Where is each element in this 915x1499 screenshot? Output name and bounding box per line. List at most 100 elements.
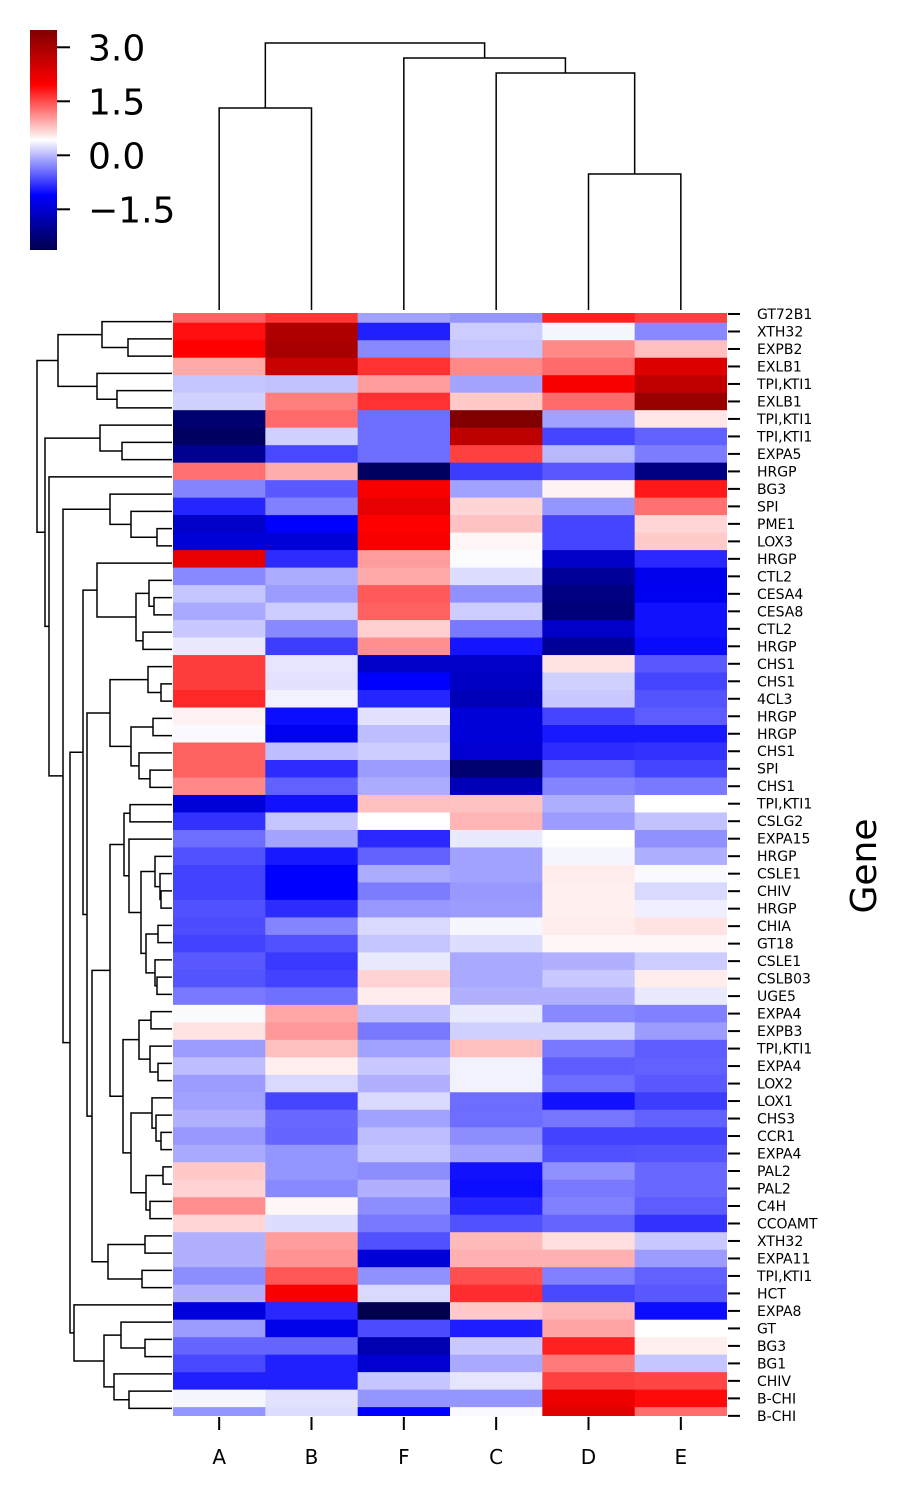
row-label: CHS1 <box>757 674 795 690</box>
heatmap-cell <box>265 725 359 744</box>
heatmap-cell <box>173 864 266 884</box>
heatmap-cell <box>265 340 359 359</box>
heatmap-cell <box>357 1214 451 1233</box>
heatmap-cell <box>357 340 451 359</box>
row-label: SPI <box>757 762 778 778</box>
heatmap-cell <box>265 445 359 464</box>
heatmap-cell <box>357 777 451 796</box>
heatmap-cell <box>634 1302 727 1321</box>
row-dendrogram-link <box>107 1243 145 1280</box>
row-label: CHIV <box>757 1374 791 1390</box>
heatmap-cell <box>542 313 636 324</box>
heatmap-cell <box>450 1232 543 1251</box>
heatmap-cell <box>265 1197 359 1216</box>
heatmap-cell <box>173 340 266 359</box>
heatmap-cell <box>542 952 636 971</box>
column-dendrogram <box>218 42 682 310</box>
heatmap-cell <box>173 1057 266 1076</box>
row-label: CCOAMT <box>757 1216 818 1232</box>
heatmap-cell <box>173 934 266 953</box>
heatmap-cell <box>634 1319 727 1338</box>
column-label: A <box>212 1445 226 1469</box>
heatmap-cell <box>450 1127 543 1146</box>
heatmap-cell <box>450 480 543 499</box>
row-label: EXPA4 <box>757 1059 802 1075</box>
heatmap-cell <box>542 1057 636 1076</box>
heatmap-cell <box>542 847 636 866</box>
heatmap-cell <box>357 794 451 814</box>
heatmap-cell <box>450 340 543 359</box>
row-label: TPI,KTI1 <box>756 1269 812 1285</box>
colorbar-tick-label: 1.5 <box>88 82 145 123</box>
column-label: C <box>489 1445 503 1469</box>
colorbar-gradient <box>30 30 57 250</box>
heatmap-cell <box>634 707 727 726</box>
heatmap-cell <box>634 1284 727 1303</box>
heatmap-cell <box>173 777 266 796</box>
row-dendrogram-link <box>148 579 172 607</box>
row-label: HRGP <box>757 639 797 655</box>
heatmap-cell <box>450 1249 543 1268</box>
heatmap-cell <box>450 1092 543 1111</box>
y-axis-label: Gene <box>844 818 885 913</box>
row-dendrogram-link <box>160 683 172 702</box>
heatmap-cell <box>357 829 451 849</box>
heatmap-cell <box>265 602 359 621</box>
heatmap-cell <box>450 1284 543 1303</box>
row-label: CHS3 <box>757 1112 795 1128</box>
heatmap-cell <box>265 672 359 691</box>
heatmap-cell <box>265 1144 359 1163</box>
heatmap-cell <box>265 1232 359 1251</box>
row-dendrogram-link <box>113 1373 172 1401</box>
heatmap-cell <box>450 392 543 411</box>
heatmap-cell <box>542 1232 636 1251</box>
row-dendrogram-link <box>152 717 172 737</box>
heatmap-cell <box>357 1249 451 1268</box>
heatmap-cell <box>357 1022 451 1041</box>
colorbar-tick-label: −1.5 <box>88 190 175 231</box>
row-label: HRGP <box>757 727 797 743</box>
heatmap-cell <box>634 864 727 884</box>
row-dendrogram-link <box>149 769 172 789</box>
heatmap-cell <box>173 917 266 936</box>
row-dendrogram-link <box>109 843 124 1098</box>
heatmap-cell <box>173 812 266 831</box>
row-label: SPI <box>757 499 778 515</box>
heatmap-cell <box>542 1092 636 1111</box>
heatmap-cell <box>173 794 266 814</box>
heatmap-cell <box>634 917 727 936</box>
row-dendrogram-link <box>109 678 148 748</box>
heatmap-cell <box>450 794 543 814</box>
row-dendrogram-link <box>157 1062 172 1082</box>
heatmap-cell <box>634 829 727 849</box>
heatmap-cell <box>634 655 727 674</box>
row-dendrogram-link <box>103 1334 121 1388</box>
heatmap-cell <box>173 602 266 621</box>
heatmap-cell <box>357 1074 451 1093</box>
heatmap-cell <box>542 1319 636 1338</box>
heatmap-cell <box>634 480 727 499</box>
heatmap-cell <box>542 620 636 639</box>
row-label: B-CHI <box>757 1391 796 1407</box>
row-dendrogram-link <box>144 1338 172 1358</box>
heatmap-cell <box>450 829 543 849</box>
heatmap-cell <box>357 1004 451 1023</box>
row-label: GT <box>757 1321 776 1337</box>
row-label: LOX3 <box>757 534 793 550</box>
heatmap-cell <box>357 532 451 551</box>
heatmap-cell <box>173 1284 266 1303</box>
heatmap-cell <box>634 1249 727 1268</box>
heatmap-cell <box>450 934 543 953</box>
heatmap-cell <box>357 1319 451 1338</box>
heatmap-cell <box>542 1249 636 1268</box>
colorbar-tick-label: 0.0 <box>88 136 145 177</box>
heatmap-cell <box>357 497 451 516</box>
heatmap-cell <box>634 794 727 814</box>
row-label: EXPA8 <box>757 1304 801 1320</box>
heatmap-cell <box>357 357 451 376</box>
heatmap-cell <box>634 497 727 516</box>
row-dendrogram-link <box>145 933 158 974</box>
row-dendrogram-link <box>57 333 102 388</box>
heatmap-cell <box>173 707 266 726</box>
heatmap-cell <box>265 567 359 586</box>
